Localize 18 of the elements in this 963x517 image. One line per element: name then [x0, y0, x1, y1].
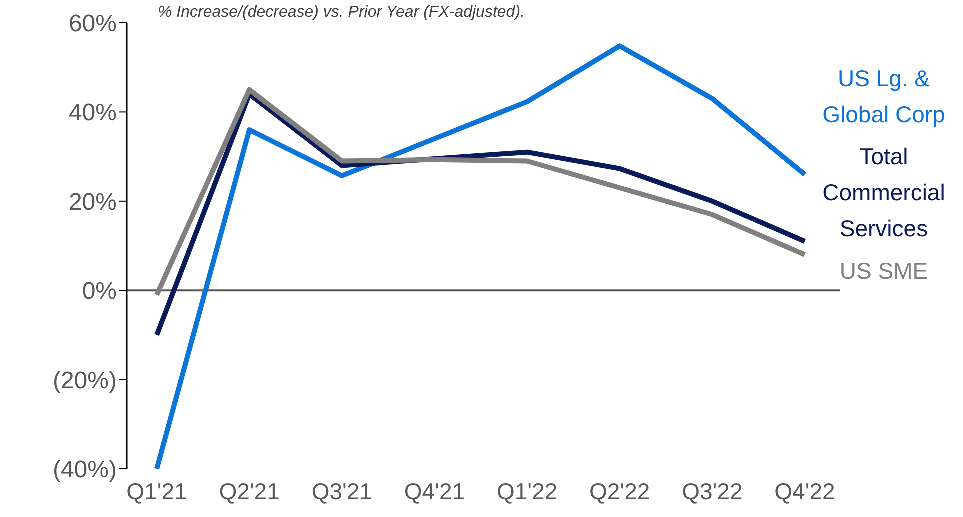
x-tick-label: Q3'22 — [682, 478, 743, 504]
x-tick-label: Q3'21 — [312, 478, 372, 504]
chart-subtitle: % Increase/(decrease) vs. Prior Year (FX-adjusted). — [158, 4, 525, 22]
x-tick-label: Q2'21 — [219, 478, 280, 504]
x-tick-label: Q4'22 — [774, 478, 836, 504]
text: US Lg. & Global Corp — [822, 66, 946, 128]
y-tick-label: 0% — [82, 278, 117, 306]
y-tick-label: 20% — [68, 188, 117, 216]
y-tick-label: 60% — [68, 10, 117, 38]
x-tick-label: Q1'22 — [496, 478, 558, 504]
y-tick-label: 40% — [68, 100, 117, 127]
series-label: Total Commercial Services — [822, 144, 946, 242]
y-tick-label: (40%) — [52, 456, 117, 484]
x-tick-label: Q2'22 — [590, 478, 650, 504]
series-label: US SME — [840, 258, 928, 284]
x-tick-label: Q4'21 — [404, 478, 466, 504]
y-tick-label: (20%) — [52, 367, 117, 394]
x-tick-label: Q1'21 — [126, 478, 188, 504]
